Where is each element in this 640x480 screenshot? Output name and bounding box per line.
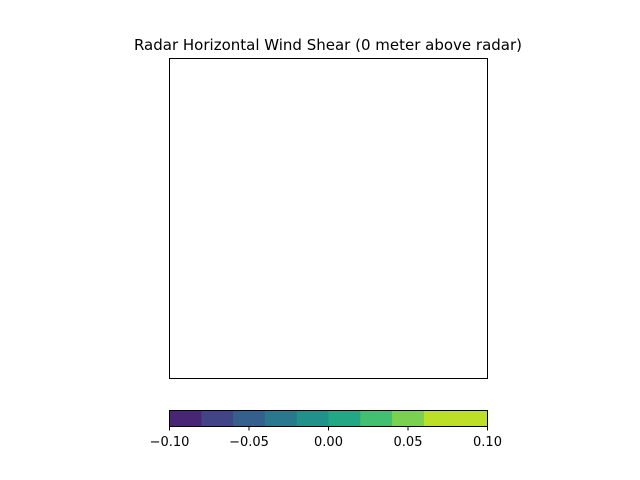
colorbar-bin: [296, 410, 330, 427]
colorbar-bin: [423, 410, 457, 427]
plot-area: [169, 58, 488, 379]
colorbar-bin: [360, 410, 393, 427]
colorbar-tick-label: 0.05: [394, 435, 423, 450]
colorbar-tick-label: −0.05: [229, 435, 269, 450]
colorbar-bin: [455, 410, 489, 427]
colorbar-bin: [392, 410, 425, 427]
colorbar-bin: [169, 410, 202, 427]
colorbar-bin: [328, 410, 361, 427]
colorbar-bin: [233, 410, 266, 427]
colorbar-tick-label: 0.00: [314, 435, 343, 450]
colorbar-tick-label: −0.10: [150, 435, 190, 450]
colorbar-axis: −0.10 −0.05 0.00 0.05 0.10: [150, 426, 502, 450]
chart-title: Radar Horizontal Wind Shear (0 meter abo…: [134, 36, 522, 54]
colorbar-bin: [264, 410, 298, 427]
colorbar-gradient: [169, 410, 489, 427]
colorbar-bin: [201, 410, 234, 427]
colorbar-tick-label: 0.10: [473, 435, 502, 450]
